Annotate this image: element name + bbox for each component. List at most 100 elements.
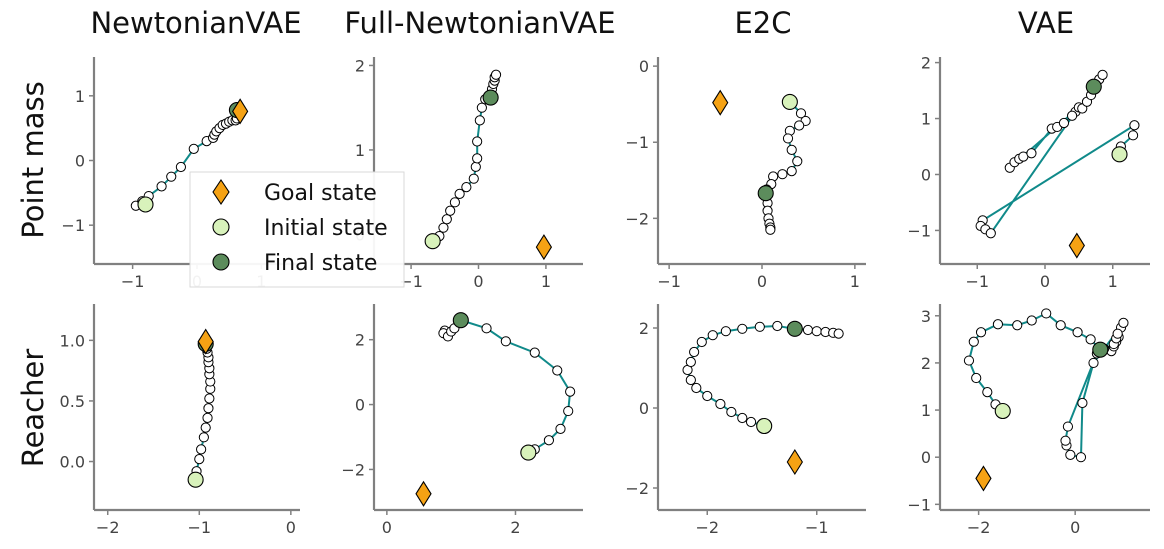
goal-state-marker: [975, 465, 992, 492]
y-tick-label: 0: [75, 152, 85, 171]
state-point: [707, 330, 718, 341]
state-point: [166, 171, 177, 182]
state-point: [1097, 69, 1108, 81]
trajectory-line: [979, 74, 1136, 235]
state-point: [156, 181, 167, 192]
state-point: [786, 166, 797, 177]
goal-state-marker: [712, 89, 729, 116]
state-point: [1062, 421, 1074, 432]
x-tick-label: 0: [757, 272, 767, 291]
x-tick-label: 0: [1040, 272, 1050, 291]
state-point: [1085, 334, 1096, 345]
state-point: [963, 355, 975, 366]
panels-layer: −1 0 1 −1 0 1 −1 0 1 0 1 2 −1 0 1 −2 −1 0 −1 0 1 −1 0 1 2 −2 −1 0 0.…: [60, 54, 1150, 537]
x-tick-label: 0: [382, 518, 392, 537]
y-tick-label: −1: [61, 216, 85, 235]
state-point: [772, 320, 783, 332]
state-point: [737, 323, 748, 334]
row-title-reacher: Reacher: [16, 349, 50, 468]
legend-label-final: Final state: [264, 251, 377, 276]
goal-state-marker: [415, 480, 432, 507]
state-point: [985, 228, 996, 239]
state-point: [685, 356, 696, 368]
state-point: [472, 153, 483, 164]
y-tick-label: 0: [639, 399, 649, 418]
initial-state-point: [781, 93, 798, 110]
goal-state-marker: [197, 328, 214, 355]
state-point: [786, 144, 797, 155]
state-point: [696, 336, 707, 348]
state-point: [745, 416, 757, 428]
state-point: [175, 161, 187, 173]
goal-state-marker: [231, 98, 249, 125]
final-state-point: [482, 89, 499, 106]
initial-state-point: [520, 444, 537, 461]
state-point: [204, 393, 215, 404]
state-point: [1026, 148, 1037, 159]
column-title-full-newtonianvae: Full-NewtonianVAE: [344, 6, 615, 40]
x-tick-label: −1: [187, 518, 211, 537]
x-tick-label: −1: [399, 272, 423, 291]
state-point: [794, 120, 805, 131]
state-point: [188, 143, 199, 154]
y-tick-label: 0.0: [60, 453, 85, 472]
state-point: [461, 182, 472, 193]
y-tick-label: −1: [907, 221, 931, 240]
goal-state-marker: [786, 448, 803, 476]
initial-state-point: [424, 233, 441, 250]
x-tick-label: −1: [805, 518, 829, 537]
state-point: [726, 406, 737, 418]
x-tick-label: −1: [121, 272, 145, 291]
state-point: [476, 102, 487, 113]
state-point: [777, 169, 788, 180]
y-tick-label: −2: [341, 460, 365, 479]
state-point: [500, 336, 511, 347]
state-point: [1077, 397, 1088, 409]
x-tick-label: −2: [967, 518, 991, 537]
state-point: [982, 387, 993, 398]
state-point: [472, 136, 483, 147]
state-point: [782, 133, 794, 144]
y-tick-label: 2: [639, 319, 649, 338]
x-tick-label: 1: [1108, 272, 1118, 291]
state-point: [702, 390, 713, 402]
titles-layer: NewtonianVAE Full-NewtonianVAE E2C VAE P…: [16, 6, 1074, 467]
legend-label-goal: Goal state: [264, 181, 377, 206]
state-point: [1041, 308, 1052, 319]
state-point: [481, 323, 492, 334]
state-point: [1055, 320, 1066, 331]
x-tick-label: 0: [286, 518, 296, 537]
column-title-e2c: E2C: [734, 6, 791, 40]
final-state-point: [452, 312, 469, 329]
state-point: [802, 324, 814, 336]
final-state-point: [1085, 78, 1102, 95]
state-point: [685, 374, 696, 386]
x-tick-label: 2: [510, 518, 520, 537]
state-point: [438, 222, 449, 233]
y-tick-label: 1: [75, 87, 85, 106]
state-point: [468, 173, 479, 184]
initial-state-point: [756, 417, 773, 435]
trajectory-line: [686, 324, 839, 427]
panel-7: −2 −1 −2 0 2: [625, 304, 866, 537]
legend-label-initial: Initial state: [264, 216, 388, 241]
state-point: [1026, 315, 1037, 326]
x-tick-label: 0: [473, 272, 483, 291]
state-point: [1129, 120, 1140, 131]
state-point: [470, 161, 481, 172]
state-point: [792, 156, 803, 167]
state-point: [529, 347, 540, 358]
y-tick-label: −2: [625, 209, 649, 228]
legend-final-marker: [212, 253, 230, 271]
legend-initial-marker: [212, 218, 230, 236]
trajectory-line: [967, 312, 1125, 459]
initial-state-point: [994, 402, 1011, 420]
state-point: [971, 372, 982, 384]
panel-8: −2 0 −1 0 1 2 3: [907, 304, 1150, 537]
initial-state-point: [1111, 146, 1128, 163]
legend: Goal state Initial state Final state: [189, 171, 405, 288]
state-point: [198, 432, 209, 443]
final-state-point: [757, 185, 774, 202]
panel-4: −1 0 1 −1 0 1 2: [907, 54, 1150, 291]
